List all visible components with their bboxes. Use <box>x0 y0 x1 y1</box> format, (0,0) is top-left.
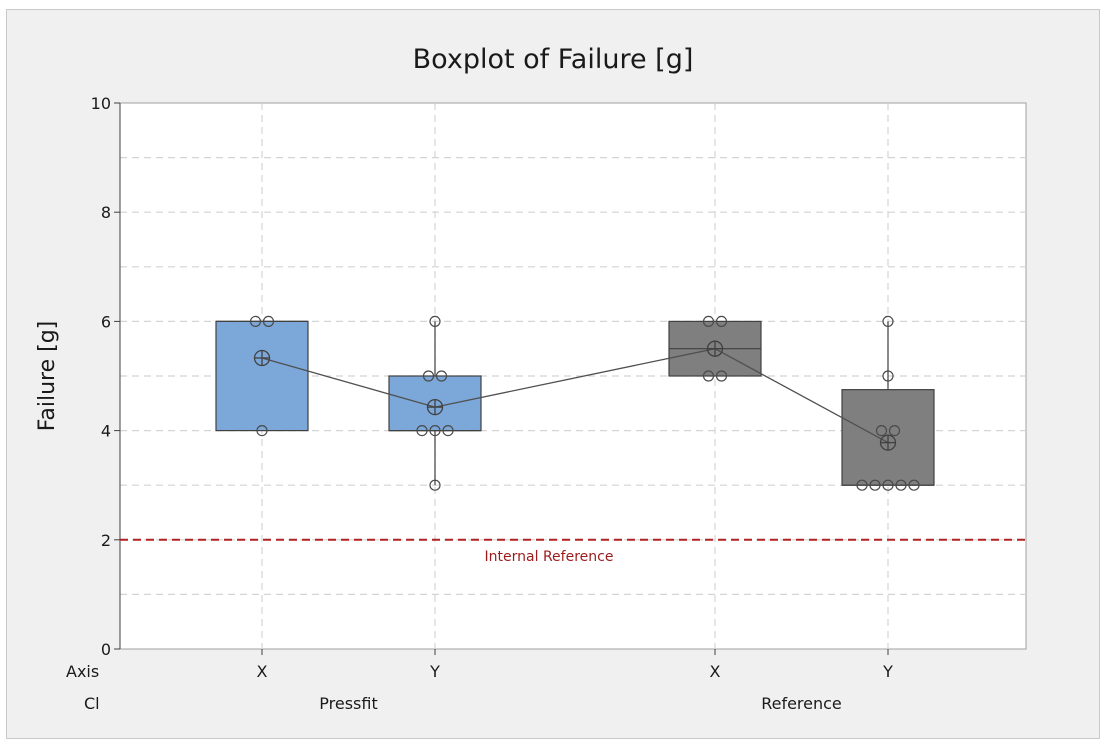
boxes-group <box>215 320 935 486</box>
mean-connect-line <box>261 348 889 444</box>
y-tick-label: 2 <box>101 531 111 550</box>
group-label: Reference <box>761 694 842 713</box>
y-tick-label: 8 <box>101 203 111 222</box>
row-label-cl: Cl <box>84 694 100 713</box>
reference-line-label: Internal Reference <box>485 549 614 565</box>
x-tick-label: X <box>257 662 268 681</box>
data-point <box>702 315 715 327</box>
reference-line-group: Internal Reference <box>120 538 1026 565</box>
row-label-axis: Axis <box>66 662 99 681</box>
data-point <box>429 315 441 327</box>
data-point <box>429 479 441 491</box>
data-point <box>249 315 262 327</box>
data-point <box>869 479 881 491</box>
group-label: Pressfit <box>319 694 377 713</box>
chart-title: Boxplot of Failure [g] <box>413 44 694 75</box>
points-group <box>249 315 920 491</box>
data-point <box>882 315 894 327</box>
y-tick-label: 0 <box>101 640 111 659</box>
y-tick-label: 10 <box>91 94 111 113</box>
data-point <box>882 479 894 491</box>
y-tick-label: 6 <box>101 312 111 331</box>
data-point <box>882 370 894 382</box>
data-point <box>908 479 920 491</box>
x-tick-label: Y <box>882 662 893 681</box>
x-tick-label: Y <box>429 662 440 681</box>
data-point <box>888 425 901 437</box>
data-point <box>416 425 428 437</box>
mean-connect-line-group <box>261 348 889 444</box>
y-axis: 0 2 4 6 8 10 <box>91 94 121 659</box>
data-point <box>442 425 454 437</box>
data-point <box>715 370 728 382</box>
y-tick-label: 4 <box>101 422 111 441</box>
data-point <box>256 425 268 437</box>
data-point <box>429 425 441 437</box>
data-point <box>262 315 275 327</box>
data-point <box>875 425 888 437</box>
y-axis-label: Failure [g] <box>35 321 60 432</box>
data-point <box>422 370 435 382</box>
x-axis-labels: Axis Cl X Y Pressfit X Y Reference <box>66 649 893 713</box>
data-point <box>856 479 868 491</box>
data-point <box>895 479 907 491</box>
data-point <box>435 370 448 382</box>
data-point <box>702 370 715 382</box>
x-tick-label: X <box>710 662 721 681</box>
box <box>215 320 309 432</box>
data-point <box>715 315 728 327</box>
